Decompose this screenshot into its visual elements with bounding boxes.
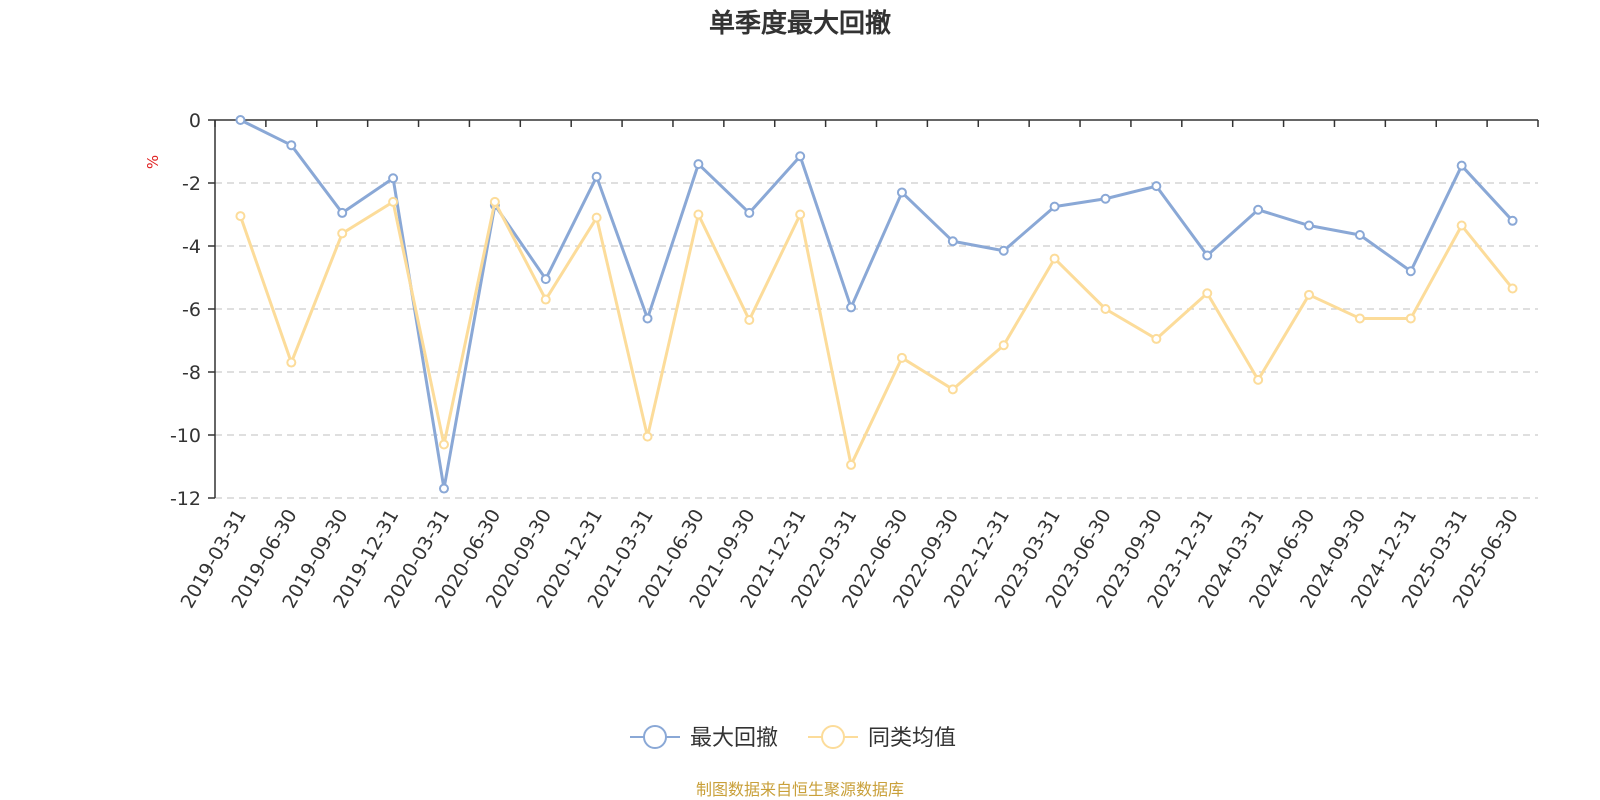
legend-label: 最大回撤 bbox=[690, 726, 778, 751]
grid-lines bbox=[215, 182, 1538, 499]
data-point bbox=[540, 294, 551, 305]
data-point bbox=[846, 302, 857, 313]
series-lines bbox=[235, 115, 1518, 494]
data-point bbox=[1405, 313, 1416, 324]
data-point bbox=[744, 315, 755, 326]
series-line-2 bbox=[239, 200, 1514, 467]
y-tick-label: -4 bbox=[182, 236, 201, 258]
source-note: 制图数据来自恒生聚源数据库 bbox=[696, 780, 904, 799]
data-point bbox=[1405, 266, 1416, 277]
y-tick-label: 0 bbox=[189, 110, 201, 132]
data-point bbox=[795, 151, 806, 162]
data-point bbox=[235, 211, 246, 222]
data-point bbox=[1456, 220, 1467, 231]
y-tick-label: -12 bbox=[170, 488, 201, 510]
data-point bbox=[1151, 181, 1162, 192]
axes: 0-2-4-6-8-10-122019-03-312019-06-302019-… bbox=[170, 110, 1539, 612]
data-point bbox=[693, 209, 704, 220]
data-point bbox=[388, 173, 399, 184]
data-point bbox=[1100, 193, 1111, 204]
y-tick-label: -10 bbox=[170, 425, 201, 447]
data-point bbox=[744, 207, 755, 218]
data-point bbox=[947, 384, 958, 395]
data-point bbox=[795, 209, 806, 220]
series-line-1 bbox=[239, 118, 1514, 491]
data-point bbox=[438, 483, 449, 494]
data-point bbox=[846, 459, 857, 470]
data-point bbox=[642, 313, 653, 324]
y-axis-unit-label: % bbox=[144, 155, 162, 169]
data-point bbox=[1507, 283, 1518, 294]
data-point bbox=[1100, 304, 1111, 314]
data-point bbox=[337, 228, 348, 239]
data-point bbox=[1049, 201, 1060, 212]
data-point bbox=[1456, 160, 1467, 171]
data-point bbox=[896, 187, 907, 198]
data-point bbox=[1507, 215, 1518, 226]
data-point bbox=[998, 340, 1009, 351]
chart-title: 单季度最大回撤 bbox=[709, 8, 891, 39]
data-point bbox=[1354, 313, 1365, 324]
legend-marker-icon bbox=[821, 725, 845, 749]
data-point bbox=[286, 357, 297, 368]
data-point bbox=[388, 196, 399, 207]
data-point bbox=[693, 159, 704, 170]
data-point bbox=[337, 207, 348, 218]
data-point bbox=[1151, 333, 1162, 344]
data-point bbox=[896, 352, 907, 363]
data-point bbox=[540, 274, 551, 285]
data-point bbox=[489, 196, 500, 207]
data-point bbox=[998, 245, 1009, 256]
data-point bbox=[286, 140, 297, 151]
y-tick-label: -2 bbox=[182, 173, 201, 195]
data-point bbox=[642, 431, 653, 442]
data-point bbox=[947, 236, 958, 247]
data-point bbox=[1304, 289, 1315, 300]
data-point bbox=[591, 171, 602, 182]
y-tick-label: -8 bbox=[182, 362, 201, 384]
data-point bbox=[1202, 250, 1213, 261]
legend-item-1[interactable]: 最大回撤 bbox=[630, 725, 778, 751]
data-point bbox=[235, 115, 246, 125]
y-tick-label: -6 bbox=[182, 299, 201, 321]
legend[interactable]: 最大回撤 同类均值 bbox=[630, 725, 956, 751]
data-point bbox=[1354, 229, 1365, 240]
data-point bbox=[1253, 204, 1264, 215]
data-point bbox=[591, 212, 602, 223]
legend-label: 同类均值 bbox=[868, 726, 956, 751]
legend-item-2[interactable]: 同类均值 bbox=[808, 725, 956, 751]
legend-marker-icon bbox=[643, 725, 667, 749]
data-point bbox=[1202, 288, 1213, 299]
data-point bbox=[1253, 374, 1264, 385]
data-point bbox=[438, 439, 449, 450]
data-point bbox=[1049, 253, 1060, 264]
data-point bbox=[1304, 220, 1315, 231]
